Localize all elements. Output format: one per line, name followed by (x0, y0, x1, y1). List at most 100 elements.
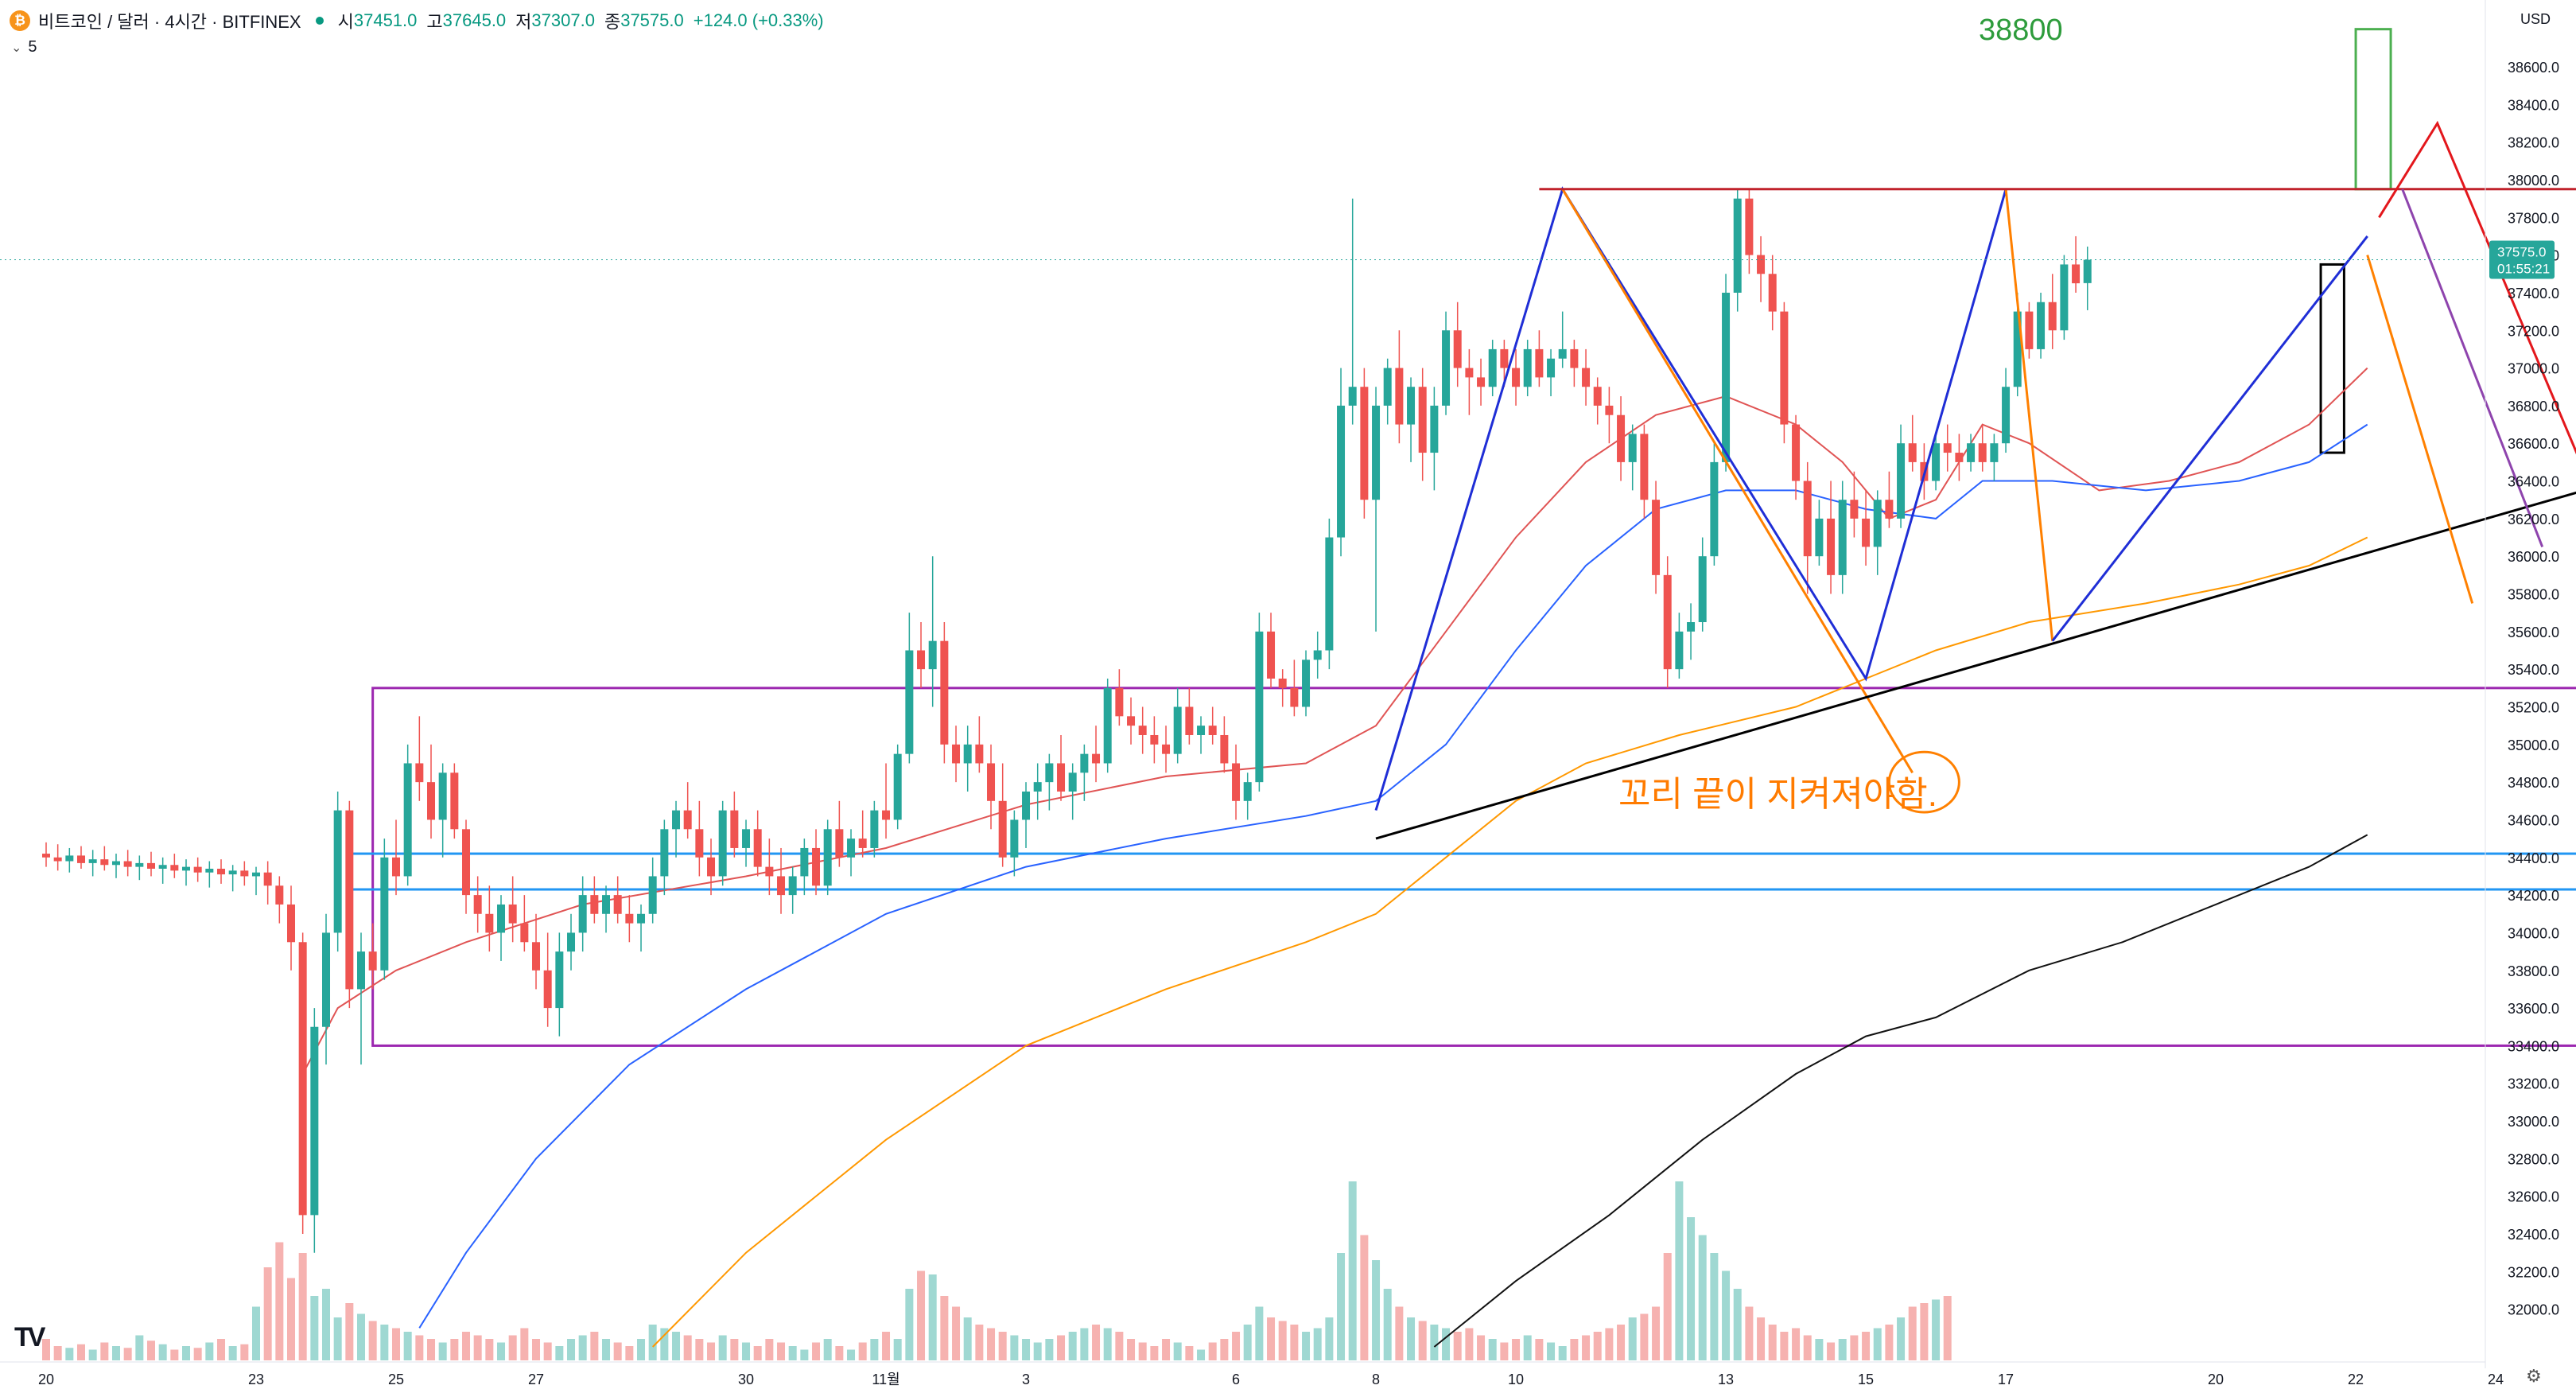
trend-line (2378, 120, 2576, 455)
price-axis[interactable]: 32000.0 32200.0 32400.0 32600.0 32800.0 33000… (2485, 0, 2559, 1368)
trend-line (1375, 491, 2576, 840)
volume-bar (1325, 1317, 1334, 1360)
volume-bar (427, 1339, 436, 1360)
low-value: 37307.0 (531, 10, 595, 30)
volume-bar (1080, 1328, 1089, 1360)
price-tick-label: 32000.0 (2508, 1302, 2559, 1318)
volume-bar (823, 1339, 832, 1360)
candle-body (882, 810, 891, 820)
candle-body (322, 932, 331, 1027)
candle-body (1780, 311, 1789, 425)
volume-bar (1733, 1289, 1742, 1360)
candle-body (123, 861, 132, 867)
volume-bar (1138, 1342, 1147, 1360)
volume-bar (1500, 1342, 1509, 1360)
tail-circle (1887, 750, 1960, 814)
volume-bar (1780, 1332, 1789, 1360)
candle-body (1360, 387, 1369, 500)
volume-bar (1640, 1313, 1649, 1360)
trend-line (1561, 189, 1914, 774)
candle-body (1885, 500, 1894, 519)
volume-bar (1675, 1181, 1684, 1360)
candle-body (870, 810, 879, 848)
volume-bar (65, 1348, 74, 1360)
candle-body (1908, 443, 1917, 462)
indicator-toggle[interactable]: ⌄ 5 (11, 38, 37, 56)
candle-body (1535, 348, 1544, 378)
volume-bar (1045, 1339, 1054, 1360)
candle-body (893, 753, 902, 820)
candle-body (1068, 772, 1077, 792)
candle-body (462, 829, 471, 896)
candle-body (193, 866, 202, 873)
currency-label[interactable]: USD (2520, 11, 2551, 27)
candle-body (1185, 706, 1194, 735)
candle-body (1022, 791, 1031, 820)
candle-body (438, 772, 447, 820)
volume-bar (1698, 1235, 1707, 1360)
volume-bar (263, 1267, 272, 1360)
candle-body (1733, 198, 1742, 293)
price-tick-label: 32200.0 (2508, 1264, 2559, 1280)
candle-body (590, 895, 599, 914)
market-status-icon (315, 17, 324, 25)
candle-body (2037, 302, 2046, 349)
candle-body (1418, 387, 1427, 453)
candle-body (2060, 264, 2069, 331)
candle-body (450, 772, 459, 830)
volume-bar (788, 1346, 797, 1360)
candle-body (1838, 500, 1847, 575)
volume-bar (753, 1346, 762, 1360)
candle-body (625, 913, 634, 924)
volume-bar (1605, 1328, 1614, 1360)
candle-body (567, 932, 576, 952)
volume-bar (1418, 1321, 1427, 1360)
candle-body (473, 895, 482, 914)
candle-body (1442, 330, 1451, 406)
volume-bar (1407, 1317, 1416, 1360)
candle-body (497, 904, 506, 933)
candle-body (77, 855, 86, 863)
volume-bar (473, 1335, 482, 1360)
volume-bar (1792, 1328, 1801, 1360)
volume-bar (485, 1339, 494, 1360)
time-axis[interactable]: 202325273011월36810131517202224272912월 (0, 1361, 2576, 1387)
candle-body (1640, 434, 1649, 500)
symbol-title[interactable]: 비트코인 / 달러 · 4시간 · BITFINEX (38, 12, 301, 32)
chevron-down-icon[interactable]: ⌄ (11, 41, 22, 55)
candle-body (1815, 518, 1824, 557)
current-price-label: 37575.0 01:55:21 (2489, 240, 2555, 279)
volume-bar (590, 1332, 599, 1360)
volume-bar (637, 1339, 646, 1360)
tradingview-logo-icon[interactable]: TV (14, 1322, 46, 1352)
candle-body (508, 904, 517, 924)
candle-body (392, 857, 401, 877)
volume-bar (508, 1335, 517, 1360)
volume-bar (1115, 1332, 1124, 1360)
candle-body (1115, 687, 1124, 717)
price-tick-label: 34600.0 (2508, 812, 2559, 828)
price-tick-label: 36600.0 (2508, 436, 2559, 452)
price-tick-label: 35800.0 (2508, 587, 2559, 603)
volume-bar (1488, 1339, 1497, 1360)
volume-bar (368, 1321, 377, 1360)
close-label: 종 (604, 12, 621, 32)
volume-bar (135, 1335, 144, 1360)
volume-bar (975, 1325, 984, 1360)
candle-body (1663, 574, 1672, 670)
candle-body (520, 923, 529, 943)
candle-body (1932, 443, 1941, 481)
candle-body (1372, 405, 1381, 500)
candle-body (1967, 443, 1976, 462)
candle-countdown: 01:55:21 (2497, 262, 2550, 277)
candle-body (182, 866, 191, 871)
gear-icon[interactable]: ⚙ (2526, 1366, 2542, 1386)
candle-body (368, 951, 377, 971)
price-tick-label: 38600.0 (2508, 60, 2559, 76)
volume-bar (1943, 1296, 1952, 1360)
candle-body (1850, 500, 1859, 519)
candle-body (1675, 631, 1684, 670)
candle-body (987, 763, 996, 801)
bitcoin-logo-icon: ₿ (10, 10, 30, 31)
